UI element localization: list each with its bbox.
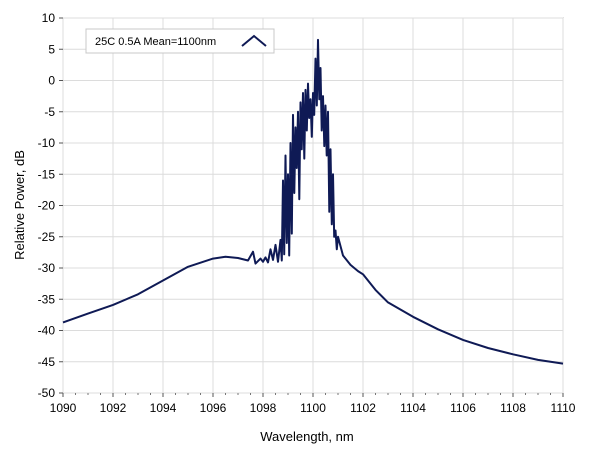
series-line: [62, 38, 564, 365]
y-tick-label: -10: [38, 136, 56, 150]
x-tick-label: 1102: [350, 401, 376, 415]
y-tick-label: -30: [38, 261, 56, 275]
x-tick-label: 1100: [300, 401, 326, 415]
axis-ticks: 1090 1092 1094 1096 1098 1100 1102 1104 1106 1108…: [38, 11, 576, 415]
y-tick-label: 10: [42, 11, 56, 25]
legend-box: [85, 28, 275, 54]
y-tick-label: 5: [48, 42, 55, 56]
x-tick-label: 1092: [100, 401, 127, 415]
x-axis-label: Wavelength, nm: [260, 429, 353, 444]
series-layer: [62, 38, 564, 365]
x-tick-label: 1090: [50, 401, 77, 415]
legend-label: 25C 0.5A Mean=1100nm: [95, 36, 216, 48]
y-axis-label: Relative Power, dB: [12, 150, 27, 260]
legend-line-swatch: [241, 34, 267, 47]
y-tick-label: 0: [48, 74, 55, 88]
x-tick-label: 1110: [551, 401, 576, 415]
x-tick-label: 1096: [200, 401, 227, 415]
y-tick-label: -45: [38, 355, 56, 369]
y-tick-label: -50: [38, 386, 56, 400]
y-tick-label: -40: [38, 324, 56, 338]
x-tick-label: 1106: [450, 401, 476, 415]
y-tick-label: -5: [44, 105, 55, 119]
y-tick-label: -35: [38, 292, 56, 306]
x-tick-label: 1104: [400, 401, 426, 415]
x-tick-label: 1108: [500, 401, 526, 415]
x-tick-label: 1098: [250, 401, 277, 415]
y-tick-label: -20: [38, 199, 56, 213]
y-tick-label: -25: [38, 230, 56, 244]
y-tick-label: -15: [38, 167, 56, 181]
legend[interactable]: 25C 0.5A Mean=1100nm: [85, 28, 275, 54]
x-tick-label: 1094: [150, 401, 177, 415]
